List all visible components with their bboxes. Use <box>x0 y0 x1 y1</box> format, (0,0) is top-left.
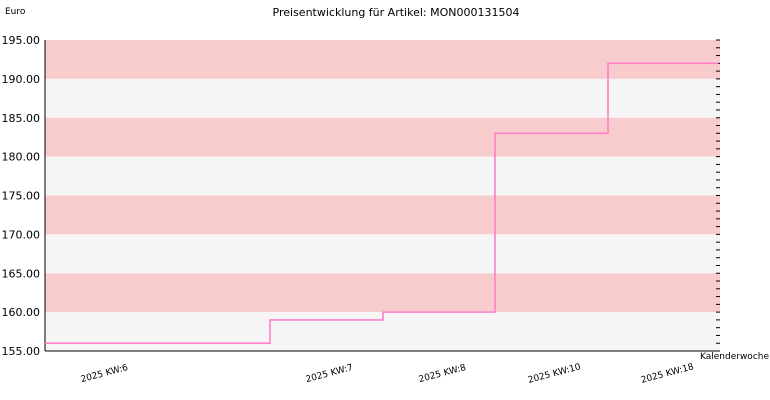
y-tick-label: 160.00 <box>2 306 41 319</box>
x-tick-label: 2025 KW:18 <box>640 362 695 386</box>
x-axis-ticks: 2025 KW:6 2025 KW:7 2025 KW:8 2025 KW:10 202… <box>80 362 695 386</box>
price-step-line <box>45 62 718 345</box>
x-tick-label: 2025 KW:7 <box>305 363 354 385</box>
x-tick-label: 2025 KW:10 <box>527 362 582 386</box>
band <box>45 156 720 196</box>
y-tick-label: 190.00 <box>2 73 41 86</box>
y-tick-label: 175.00 <box>2 190 41 203</box>
x-tick-label: 2025 KW:6 <box>80 363 130 385</box>
right-axis-ticks <box>716 39 720 352</box>
x-axis-label: Kalenderwoche <box>700 352 769 362</box>
background-bands <box>45 40 720 351</box>
band <box>45 234 720 274</box>
axes <box>44 40 720 352</box>
y-tick-label: 180.00 <box>2 151 41 164</box>
y-axis-label: Euro <box>5 7 26 17</box>
y-tick-label: 165.00 <box>2 267 41 280</box>
y-tick-label: 185.00 <box>2 112 41 125</box>
band <box>45 195 720 235</box>
series-layer <box>45 62 718 345</box>
band <box>45 78 720 118</box>
y-tick-label: 170.00 <box>2 228 41 241</box>
chart-title: Preisentwicklung für Artikel: MON0001315… <box>273 6 520 19</box>
y-tick-label: 195.00 <box>2 34 41 47</box>
band <box>45 273 720 313</box>
y-tick-label: 155.00 <box>2 345 41 358</box>
x-tick-label: 2025 KW:8 <box>418 363 468 385</box>
y-axis-ticks: 155.00 160.00 165.00 170.00 175.00 180.00 185.… <box>2 34 41 358</box>
band <box>45 117 720 157</box>
band <box>45 40 720 79</box>
